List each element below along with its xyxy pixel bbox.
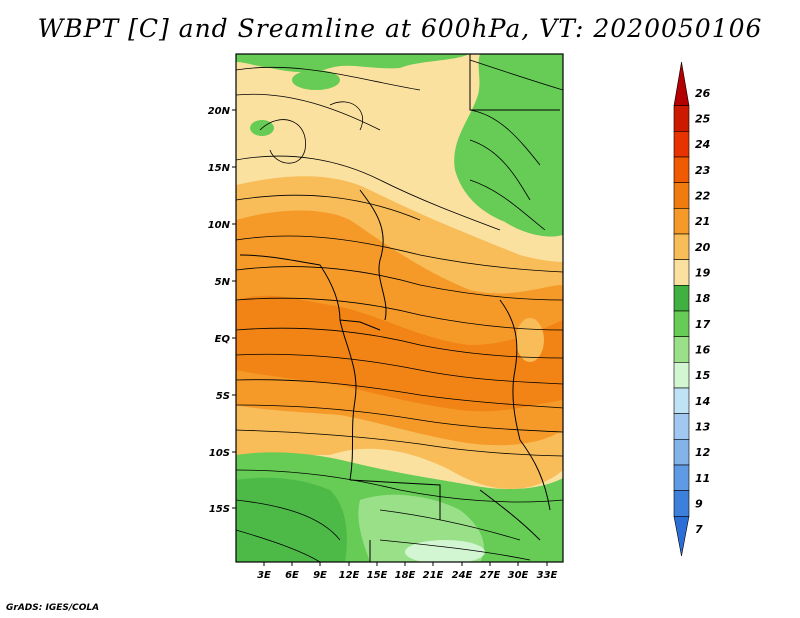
legend-swatch	[673, 259, 690, 286]
lon-label-3e: 3E	[257, 570, 271, 581]
color-legend: 26 25 24 23 22 21 20 19 18 17 16 15 14 13 12 11 9 7	[673, 61, 711, 557]
lon-label-33e: 33E	[537, 570, 558, 581]
lat-label-eq: EQ	[215, 334, 231, 345]
lon-label-30e: 30E	[508, 570, 529, 581]
wbpt-field-18-s	[236, 477, 347, 562]
legend-label: 9	[695, 498, 703, 511]
map-frame	[235, 53, 564, 563]
legend-label: 22	[695, 190, 711, 203]
lat-axis-labels: 20N 15N 10N 5N EQ 5S 10S 15S	[208, 106, 231, 515]
legend-swatch	[673, 285, 690, 312]
legend-swatch	[673, 61, 690, 106]
legend-swatch	[673, 490, 690, 517]
legend-swatch	[673, 439, 690, 466]
legend-label: 17	[695, 318, 711, 331]
chart-title: WBPT [C] and Sreamline at 600hPa, VT: 20…	[37, 14, 763, 43]
lon-label-24e: 24E	[452, 570, 473, 581]
legend-label: 13	[695, 421, 711, 434]
grads-credit: GrADS: IGES/COLA	[6, 603, 100, 613]
legend-label: 16	[695, 344, 711, 357]
legend-label: 14	[695, 395, 710, 408]
legend-label: 7	[695, 523, 703, 536]
legend-label: 20	[695, 241, 711, 254]
lon-label-21e: 21E	[423, 570, 444, 581]
legend-swatch	[673, 131, 690, 158]
lat-label-20n: 20N	[208, 106, 231, 117]
country-borders	[239, 54, 560, 562]
lat-label-5s: 5S	[216, 391, 230, 402]
legend-label: 23	[695, 164, 711, 177]
legend-swatch	[673, 516, 690, 557]
legend-label: 24	[695, 138, 710, 151]
lat-ticks	[232, 109, 236, 509]
legend-swatch	[673, 464, 690, 491]
legend-swatch	[673, 208, 690, 235]
wbpt-field-17-n	[236, 54, 470, 73]
legend-swatch	[673, 310, 690, 337]
legend-swatch	[673, 156, 690, 183]
lon-ticks	[263, 562, 548, 566]
lat-label-10s: 10S	[209, 448, 230, 459]
legend-label: 25	[695, 113, 711, 126]
legend-label: 11	[695, 472, 710, 485]
legend-label: 26	[695, 87, 711, 100]
legend-swatch	[673, 362, 690, 389]
legend-swatch	[673, 105, 690, 132]
lon-label-27e: 27E	[480, 570, 501, 581]
streamlines	[236, 59, 563, 562]
legend-swatch	[673, 387, 690, 414]
wbpt-field-17-ne	[454, 54, 563, 237]
lon-axis-labels: 3E 6E 9E 12E 15E 18E 21E 24E 27E 30E 33E	[257, 570, 557, 581]
lon-label-15e: 15E	[367, 570, 388, 581]
legend-label: 15	[695, 369, 711, 382]
legend-label: 19	[695, 267, 711, 280]
lon-label-12e: 12E	[339, 570, 360, 581]
lon-label-18e: 18E	[395, 570, 416, 581]
legend-swatch	[673, 233, 690, 260]
lat-label-15s: 15S	[209, 504, 230, 515]
legend-label: 12	[695, 446, 711, 459]
wbpt-field-22	[236, 295, 563, 412]
lon-label-9e: 9E	[313, 570, 327, 581]
legend-label: 21	[695, 215, 710, 228]
lat-label-15n: 15N	[208, 163, 231, 174]
lat-label-5n: 5N	[215, 277, 231, 288]
legend-swatch	[673, 413, 690, 440]
legend-label: 18	[695, 292, 711, 305]
lon-label-6e: 6E	[285, 570, 299, 581]
legend-swatch	[673, 336, 690, 363]
lat-label-10n: 10N	[208, 220, 231, 231]
legend-swatch	[673, 182, 690, 209]
